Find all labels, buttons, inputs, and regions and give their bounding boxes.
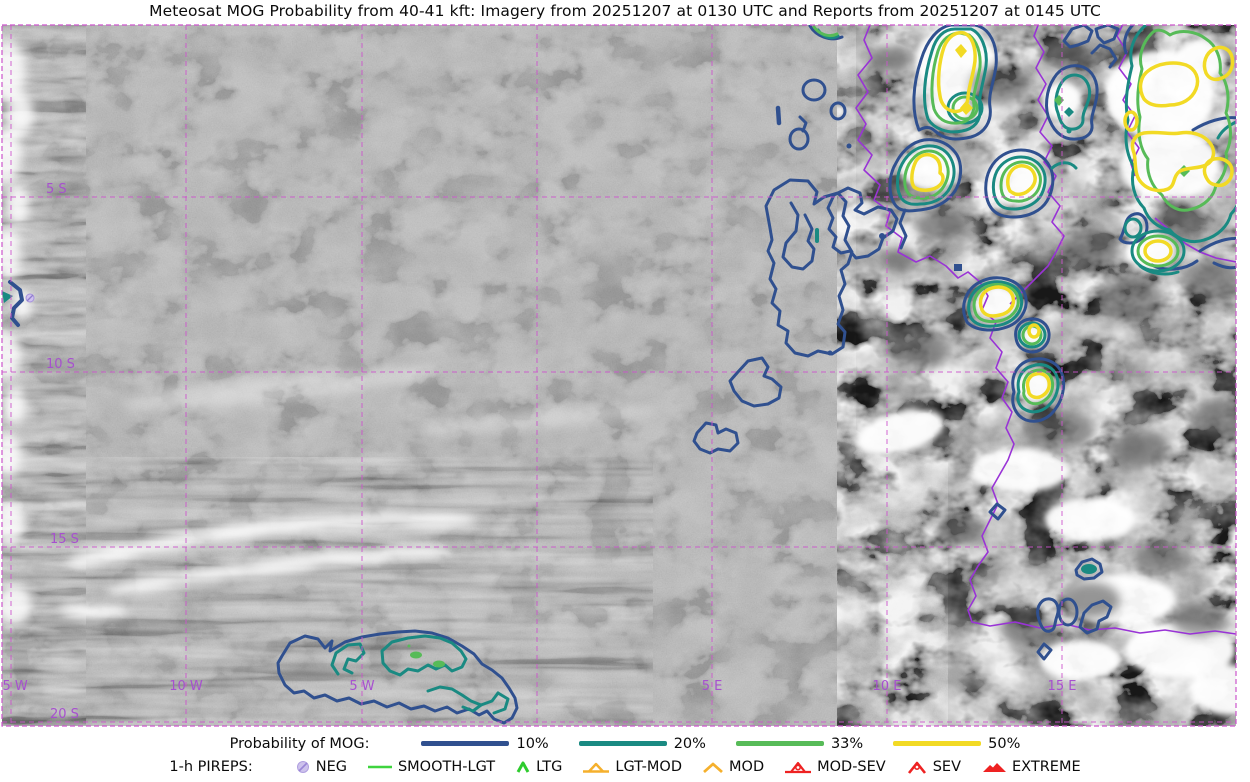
- legend-item-smooth-lgt: SMOOTH-LGT: [366, 759, 495, 775]
- lgt-mod-triangle-icon: [583, 762, 610, 773]
- legend-item-lgt-mod: LGT-MOD: [581, 759, 682, 775]
- legend-item-sev: SEV: [905, 759, 961, 775]
- pirep-mod-sev-label: MOD-SEV: [817, 758, 886, 775]
- lon-label: 5 E: [702, 679, 723, 694]
- legend-pireps-row: 1-h PIREPS: NEG SMOOTH-LGT LTG: [0, 756, 1250, 777]
- contour-33pct-label: 33%: [830, 735, 864, 752]
- legend-item-mod-sev: MOD-SEV: [783, 759, 886, 775]
- page-title: Meteosat MOG Probability from 40-41 kft:…: [149, 2, 1101, 20]
- legend-item-20pct: 20%: [578, 735, 706, 752]
- legend-item-extreme: EXTREME: [980, 759, 1081, 775]
- contour-50pct-group: [910, 30, 1235, 400]
- contour-50pct-label: 50%: [988, 735, 1021, 752]
- neg-circle-slash-icon: [296, 760, 309, 773]
- pirep-smooth-lgt-label: SMOOTH-LGT: [397, 758, 496, 775]
- pirep-sev-label: SEV: [932, 758, 962, 775]
- contour-10pct-swatch: [421, 741, 510, 746]
- legend-item-mod: MOD: [701, 759, 764, 775]
- contour-10pct-group: [8, 25, 1236, 725]
- legend-item-ltg: LTG: [514, 759, 562, 775]
- dark-cloud-shadows: [870, 40, 1236, 646]
- lon-label: 10 W: [169, 679, 203, 694]
- legend-item-50pct: 50%: [893, 736, 1020, 752]
- graticule: 5 S 10 S 15 S 20 S 15 W 10 W 5 W 5 E 10 …: [0, 25, 1236, 726]
- lon-label: 10 E: [873, 679, 902, 694]
- contour-33pct-swatch: [735, 741, 824, 746]
- lon-label: 15 W: [0, 679, 28, 694]
- pirep-neg-label: NEG: [315, 758, 347, 775]
- mod-sev-triangle-loop-icon: [785, 761, 812, 773]
- contour-20pct-swatch: [578, 741, 667, 746]
- contour-10pct-label: 10%: [516, 735, 549, 752]
- cloud-blobs: [2, 40, 660, 625]
- lat-label: 20 S: [50, 707, 79, 722]
- pirep-mod-label: MOD: [729, 758, 765, 775]
- pirep-ltg-label: LTG: [536, 758, 563, 775]
- mod-caret-icon: [703, 762, 723, 773]
- ltg-caret-icon: [516, 761, 530, 773]
- map-frame: [1, 24, 1237, 727]
- contour-20pct-label: 20%: [673, 735, 706, 752]
- legend-item-33pct: 33%: [735, 735, 864, 752]
- pirep-lgt-mod-label: LGT-MOD: [615, 758, 683, 775]
- legend-item-neg: NEG: [294, 759, 347, 775]
- lon-label: 5 W: [349, 679, 374, 694]
- smooth-lgt-line-icon: [367, 765, 392, 768]
- legend-mog-row: Probability of MOG: 10% 20% 33% 50%: [0, 733, 1250, 754]
- pirep-extreme-label: EXTREME: [1012, 758, 1081, 775]
- lat-label: 15 S: [50, 532, 79, 547]
- legend-mog-title: Probability of MOG:: [229, 735, 370, 752]
- contour-50pct-swatch: [893, 741, 982, 746]
- pirep-neg-marker: [25, 293, 35, 303]
- lat-label: 10 S: [46, 357, 75, 372]
- legend-item-10pct: 10%: [421, 735, 549, 752]
- legend-pireps-title: 1-h PIREPS:: [169, 758, 253, 775]
- extreme-filled-peak-icon: [983, 762, 1007, 772]
- sev-caret-loop-icon: [907, 761, 926, 774]
- lon-label: 15 E: [1048, 679, 1077, 694]
- lat-label: 5 S: [46, 182, 67, 197]
